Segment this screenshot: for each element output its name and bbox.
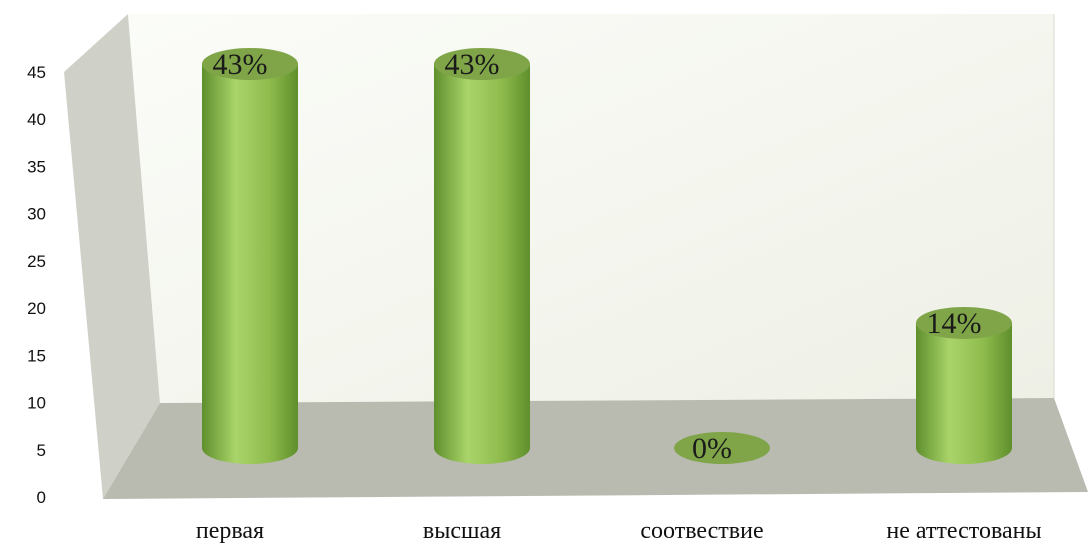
bar-top [916, 306, 1012, 339]
y-tick-label: 15 [27, 346, 46, 365]
bar-top [434, 48, 530, 80]
category-label: соотвествие [640, 518, 763, 544]
chart-back-wall [128, 14, 1054, 403]
y-tick-label: 20 [27, 299, 46, 318]
y-tick-label: 35 [27, 157, 46, 176]
y-tick-label: 25 [27, 252, 46, 271]
data-label: 43% [213, 48, 268, 81]
y-tick-label: 10 [27, 394, 46, 413]
bar-body [434, 64, 530, 464]
y-tick-label: 0 [37, 488, 46, 507]
bar-cylinder [434, 48, 530, 464]
chart-side-wall [64, 14, 160, 499]
bar-cylinder [202, 48, 298, 464]
bar-cylinder [916, 306, 1012, 464]
y-tick-label: 45 [27, 63, 46, 82]
category-label: не аттестованы [886, 518, 1041, 544]
data-labels: 43% 43% 0% 14% [213, 48, 982, 465]
category-label: первая [196, 518, 264, 544]
data-label: 14% [927, 307, 982, 340]
category-label: высшая [423, 518, 501, 544]
bar-group [202, 48, 1012, 464]
bar-top [674, 432, 770, 464]
bar-body [202, 64, 298, 464]
bar-body [916, 322, 1012, 464]
data-label: 0% [692, 432, 732, 465]
chart-floor [103, 398, 1088, 499]
y-axis: 0 5 10 15 20 25 30 35 40 45 [27, 63, 46, 507]
y-tick-label: 5 [37, 441, 46, 460]
bar-top [202, 48, 298, 80]
data-label: 43% [445, 48, 500, 81]
bar-cylinder [674, 432, 770, 464]
y-tick-label: 40 [27, 110, 46, 129]
y-tick-label: 30 [27, 205, 46, 224]
x-axis: первая высшая соотвествие не аттестованы [196, 518, 1042, 544]
